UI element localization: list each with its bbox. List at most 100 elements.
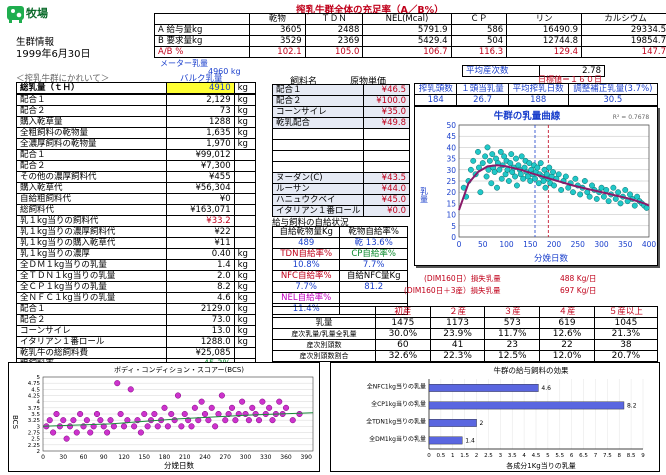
table-row: 乳１kg当りの購入乾草代 ¥11 <box>16 237 257 249</box>
summary-cell: 12744.8 <box>506 35 583 47</box>
bcs-xtick: 270 <box>220 454 232 461</box>
bcs-xtick: 30 <box>59 454 67 461</box>
parity-cell: 23.9% <box>429 328 486 340</box>
lactation-point <box>593 195 600 202</box>
feed-row[interactable]: イタリアン１番ロール ¥0.0 <box>271 205 410 217</box>
feed-name-header: 飼料名 <box>290 77 318 87</box>
summary-cell: 19854.7 <box>581 35 666 47</box>
herd-stats-header: 平均搾乳日数 <box>507 83 569 95</box>
feed-name: ハニュウクベイ <box>271 194 365 206</box>
bcs-point <box>100 423 107 430</box>
meter-value: 4960 kg <box>208 67 241 76</box>
feed-effect-xlabel: 各成分1Kg当りの乳量 <box>506 461 576 470</box>
bcs-point <box>161 404 168 411</box>
parity-cell: 21.3% <box>593 328 659 340</box>
row-value: 4910 <box>165 82 235 95</box>
feed-row[interactable]: 乾乳配合 ¥49.8 <box>271 117 410 129</box>
lactation-ylabel: 乳量 <box>420 186 429 203</box>
lactation-point <box>589 182 595 189</box>
summary-row-label: A 給与量kg <box>154 24 250 36</box>
bcs-point <box>154 423 161 430</box>
parity-cell: 11.7% <box>484 328 541 340</box>
row-value: ¥25,085 <box>165 347 235 359</box>
row-value: ¥11 <box>165 237 235 249</box>
table-row: 乾乳牛の総飼料費 ¥25,085 <box>16 347 257 359</box>
feed-name: イタリアン１番ロール <box>271 205 365 217</box>
row-unit: kg <box>234 93 257 106</box>
row-unit <box>234 226 257 238</box>
lactation-point <box>570 189 576 196</box>
feed-row[interactable]: 配合１ ¥46.5 <box>271 84 410 96</box>
lactation-point <box>615 189 622 196</box>
lactation-point <box>484 144 491 151</box>
herd-stats-header-row: 搾乳頭数 １頭当乳量 平均搾乳日数 調整補正乳量(3.7%) <box>413 83 659 95</box>
bcs-point <box>188 423 195 430</box>
table-row: その他の濃厚飼料代 ¥455 <box>16 171 257 183</box>
lactation-point <box>508 151 515 158</box>
feed-effect-title: 牛群の給与飼料の効果 <box>494 365 569 375</box>
parity-row-label: 産次乳量/乳量全乳量 <box>272 328 376 340</box>
feed-row[interactable] <box>271 128 410 140</box>
row-label: 乾乳牛の総飼料費 <box>16 347 167 359</box>
row-unit <box>234 182 257 194</box>
bcs-point <box>215 410 222 418</box>
row-value: 8.2 <box>165 281 235 293</box>
parity-cell: 12.0% <box>539 350 595 362</box>
feed-price <box>363 128 410 140</box>
feed-row[interactable] <box>271 161 410 173</box>
feed-row[interactable]: コーンサイレ ¥35.0 <box>271 106 410 118</box>
target-label: 日標値＝１６０日 <box>538 75 602 84</box>
feed-effect-value-label: 8.2 <box>627 403 637 410</box>
self-supply-cell: 自給NFC量Kg <box>339 270 408 282</box>
bcs-point <box>141 410 148 418</box>
feed-row[interactable]: ルーサン ¥44.0 <box>271 183 410 195</box>
bcs-point <box>239 398 246 405</box>
lactation-point <box>476 164 482 171</box>
summary-header-cell: NEL(Mcal) <box>362 13 452 25</box>
row-label: 乳１kg当りの購入乾草代 <box>16 237 167 249</box>
row-unit: kg <box>234 292 257 304</box>
summary-cell: 105.0 <box>304 46 364 58</box>
lactation-ytick: 0 <box>451 233 456 242</box>
self-supply-cell: NEL自給率% <box>271 292 341 304</box>
row-value: ¥33.2 <box>165 215 235 227</box>
lactation-chart-title: 牛群の乳量曲線 <box>494 110 561 122</box>
lactation-xlabel: 分娩日数 <box>534 253 569 264</box>
bcs-xtick: 180 <box>159 454 171 461</box>
feed-row[interactable]: ハニュウクベイ ¥45.0 <box>271 194 410 206</box>
feed-row[interactable]: ヌーダン(C) ¥43.5 <box>271 172 410 184</box>
lactation-point <box>540 178 547 184</box>
bcs-point <box>164 423 171 430</box>
self-supply-cell <box>339 292 408 304</box>
feed-effect-xtick: 2.5 <box>484 453 493 459</box>
self-supply-title: 給与飼料の自給状況 <box>272 218 349 228</box>
lactation-ytick: 10 <box>446 211 456 220</box>
row-value: 1288 <box>165 116 235 128</box>
feed-effect-xtick: 3.5 <box>508 453 517 459</box>
bcs-xtick: 300 <box>240 454 252 461</box>
left-section-title: ＜搾乳牛群にかれいて＞ <box>16 74 110 84</box>
bcs-ytick: 4.5 <box>31 387 40 393</box>
row-label: 配合１ <box>16 149 167 161</box>
table-row: 自給粗飼料代 ¥0 <box>16 193 257 205</box>
row-label: その他の濃厚飼料代 <box>16 171 167 183</box>
feed-row[interactable] <box>271 139 410 151</box>
lactation-point <box>513 155 519 162</box>
self-supply-cell: CP自給率% <box>339 248 408 260</box>
feed-row[interactable] <box>271 150 410 162</box>
bcs-point <box>131 423 138 430</box>
summary-header-cell: ＴＤＮ <box>304 13 364 25</box>
bcs-point <box>127 386 134 393</box>
feed-name: 配合２ <box>271 95 365 107</box>
bcs-ytick: 5 <box>37 375 41 381</box>
feed-effect-category: 全DM1kg当りの乳量 <box>369 435 426 443</box>
summary-cell: 2369 <box>304 35 364 47</box>
summary-cell: 102.1 <box>249 46 306 58</box>
table-row: 配合１ 2,129 kg <box>16 93 257 106</box>
self-supply-cell: 10.8% <box>271 259 341 271</box>
parity-cell: 30.0% <box>375 328 431 340</box>
parity-row-label: 産次別頭数 <box>272 339 376 351</box>
parity-header: ３産 <box>484 306 541 318</box>
feed-row[interactable]: 配合２ ¥100.0 <box>271 95 410 107</box>
row-unit: kg <box>234 325 257 337</box>
